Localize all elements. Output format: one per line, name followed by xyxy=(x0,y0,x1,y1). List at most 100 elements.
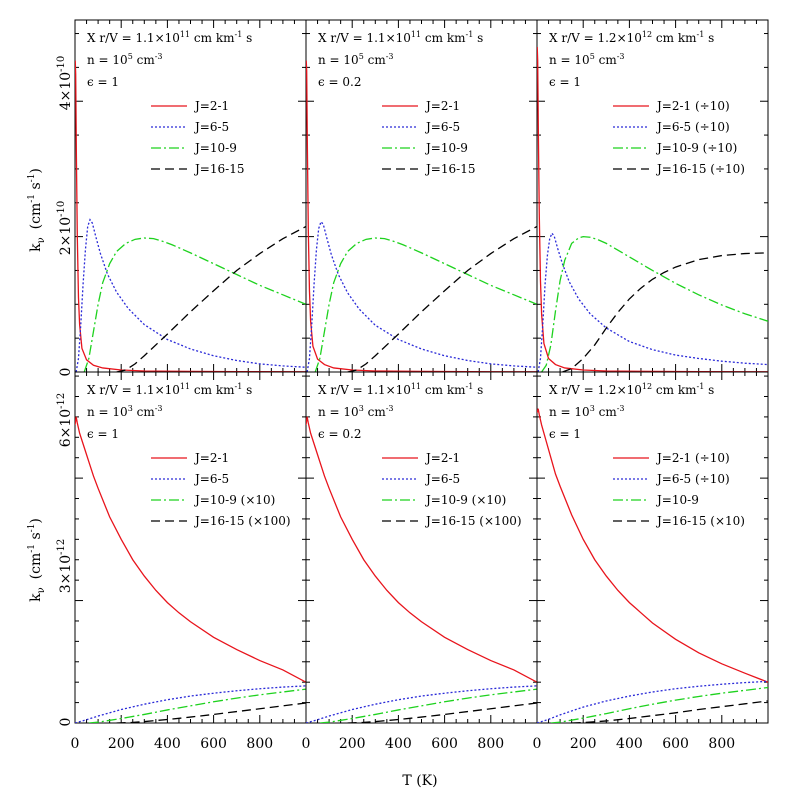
legend-label-J21: J=2-1 (÷10) xyxy=(655,451,730,465)
x-tick-label: 200 xyxy=(339,736,366,752)
annotation-xrv: X r/V = 1.2×1012 cm km-1 s xyxy=(549,382,714,397)
legend-label-J65: J=6-5 xyxy=(424,472,460,486)
annotation-xrv: X r/V = 1.1×1011 cm km-1 s xyxy=(318,30,483,45)
annotation-density: n = 103 cm-3 xyxy=(87,404,163,419)
annotation-epsilon: ϵ = 1 xyxy=(549,75,581,89)
annotation-density: n = 103 cm-3 xyxy=(318,404,394,419)
legend: J=2-1 (÷10) J=6-5 (÷10) J=10-9 (÷10) J=16-1… xyxy=(613,99,745,176)
top-y-tick-label-zero: 0 xyxy=(58,368,74,377)
legend: J=2-1 J=6-5 J=10-9 J=16-15 xyxy=(151,99,244,176)
legend-label-J1615: J=16-15 (×10) xyxy=(655,514,745,528)
legend: J=2-1 J=6-5 J=10-9 (×10) J=16-15 (×100) xyxy=(382,451,522,528)
panel-top-left: X r/V = 1.1×1011 cm km-1 s n = 105 cm-3 ϵ … xyxy=(74,19,307,373)
series-line-J109 xyxy=(550,686,768,723)
x-tick-label: 400 xyxy=(154,736,181,752)
x-tick-label: 200 xyxy=(108,736,135,752)
bottom-y-tick-labels: 0 3×10-12 6×10-12 xyxy=(56,393,74,727)
panel-frame xyxy=(536,371,769,724)
series-line-J1615 xyxy=(571,700,768,723)
annotation-xrv: X r/V = 1.1×1011 cm km-1 s xyxy=(87,382,252,397)
legend-label-J21: J=2-1 xyxy=(424,451,460,465)
legend-label-J1615: J=16-15 (÷10) xyxy=(655,162,745,176)
legend: J=2-1 J=6-5 J=10-9 J=16-15 xyxy=(382,99,475,176)
bottom-y-tick-label-3: 3×10-12 xyxy=(56,539,74,594)
top-y-tick-label-2: 2×10-10 xyxy=(56,201,74,256)
series-line-J109 xyxy=(319,688,537,723)
panel-frame xyxy=(305,19,538,373)
series-line-J109 xyxy=(541,235,768,372)
x-tick-label: 0 xyxy=(533,736,542,752)
y-axis-label-bottom: kν(cm-1 s-1) xyxy=(27,518,47,602)
series-line-J21 xyxy=(537,47,768,372)
annotation-density: n = 103 cm-3 xyxy=(549,404,625,419)
series-line-J109 xyxy=(88,688,306,723)
x-tick-label: 800 xyxy=(477,736,504,752)
annotation-xrv: X r/V = 1.2×1012 cm km-1 s xyxy=(549,30,714,45)
annotation-density: n = 105 cm-3 xyxy=(549,52,625,67)
legend: J=2-1 (÷10) J=6-5 (÷10) J=10-9 J=16-15 (×10… xyxy=(613,451,745,528)
annotation-epsilon: ϵ = 0.2 xyxy=(318,75,362,89)
series-line-J1615 xyxy=(116,225,306,372)
legend-label-J1615: J=16-15 (×100) xyxy=(424,514,522,528)
series-line-J21 xyxy=(306,60,537,372)
series-line-J65 xyxy=(306,685,537,723)
legend-label-J65: J=6-5 xyxy=(424,120,460,134)
legend-label-J109: J=10-9 (×10) xyxy=(193,493,275,507)
annotation-xrv: X r/V = 1.1×1011 cm km-1 s xyxy=(87,30,252,45)
legend-label-J65: J=6-5 (÷10) xyxy=(655,472,730,486)
series-line-J65 xyxy=(537,231,768,372)
panel-frame xyxy=(74,19,307,373)
panel-bottom-middle: 0 200 400 600 800 X r/V = 1.1×1011 cm km-1 s n… xyxy=(302,371,538,752)
x-tick-label: 400 xyxy=(616,736,643,752)
panel-bottom-left: 0 200 400 600 800 X r/V = 1.1×1011 cm km-1 s n… xyxy=(71,371,307,752)
legend-label-J1615: J=16-15 (×100) xyxy=(193,514,291,528)
legend-label-J1615: J=16-15 xyxy=(424,162,475,176)
series-line-J1615 xyxy=(347,225,537,372)
x-tick-label: 800 xyxy=(708,736,735,752)
series-line-J65 xyxy=(306,220,537,372)
x-tick-label: 600 xyxy=(200,736,227,752)
legend-label-J1615: J=16-15 xyxy=(193,162,244,176)
legend-label-J109: J=10-9 xyxy=(424,141,468,155)
series-line-J1615 xyxy=(562,252,768,372)
annotation-xrv: X r/V = 1.1×1011 cm km-1 s xyxy=(318,382,483,397)
annotation-epsilon: ϵ = 0.2 xyxy=(318,427,362,441)
annotation-density: n = 105 cm-3 xyxy=(87,52,163,67)
legend: J=2-1 J=6-5 J=10-9 (×10) J=16-15 (×100) xyxy=(151,451,291,528)
series-line-J1615 xyxy=(347,702,537,723)
series-line-J21 xyxy=(306,416,537,683)
legend-label-J21: J=2-1 (÷10) xyxy=(655,99,730,113)
x-tick-label: 200 xyxy=(570,736,597,752)
legend-label-J109: J=10-9 xyxy=(655,493,699,507)
legend-label-J65: J=6-5 xyxy=(193,472,229,486)
annotation-epsilon: ϵ = 1 xyxy=(87,427,119,441)
x-tick-label: 600 xyxy=(662,736,689,752)
legend-label-J109: J=10-9 (÷10) xyxy=(655,141,737,155)
panel-frame xyxy=(74,371,307,724)
panel-bottom-right: 0 200 400 600 800 X r/V = 1.2×1012 cm km-1 s n… xyxy=(533,371,769,752)
series-line-J65 xyxy=(537,680,768,723)
x-axis-label: T (K) xyxy=(402,773,437,789)
x-tick-label: 0 xyxy=(71,736,80,752)
x-tick-label: 0 xyxy=(302,736,311,752)
series-line-J21 xyxy=(75,416,306,683)
series-line-J65 xyxy=(75,218,306,372)
legend-label-J65: J=6-5 (÷10) xyxy=(655,120,730,134)
x-tick-label: 400 xyxy=(385,736,412,752)
series-line-J21 xyxy=(537,408,768,683)
x-tick-label: 800 xyxy=(246,736,273,752)
series-line-J109 xyxy=(314,237,537,372)
legend-label-J65: J=6-5 xyxy=(193,120,229,134)
series-line-J1615 xyxy=(116,702,306,723)
annotation-epsilon: ϵ = 1 xyxy=(87,75,119,89)
series-line-J109 xyxy=(83,237,306,372)
top-y-tick-label-4: 4×10-10 xyxy=(56,56,74,111)
y-axis-label-top: kν(cm-1 s-1) xyxy=(27,168,47,252)
legend-label-J109: J=10-9 (×10) xyxy=(424,493,506,507)
legend-label-J109: J=10-9 xyxy=(193,141,237,155)
panel-top-right: X r/V = 1.2×1012 cm km-1 s n = 105 cm-3 ϵ … xyxy=(536,19,769,373)
legend-label-J21: J=2-1 xyxy=(424,99,460,113)
annotation-epsilon: ϵ = 1 xyxy=(549,427,581,441)
panel-frame xyxy=(536,19,769,373)
